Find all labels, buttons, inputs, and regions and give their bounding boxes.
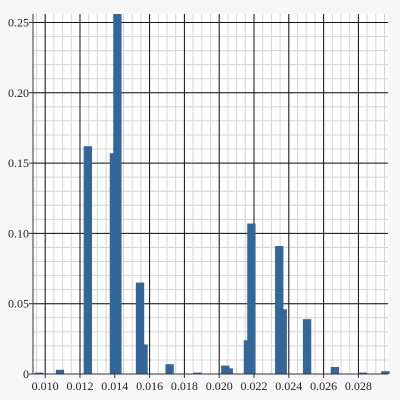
x-tick-label: 0.014	[101, 379, 128, 393]
x-tick-label: 0.010	[32, 379, 59, 393]
x-tick-label: 0.020	[206, 379, 233, 393]
histogram-bar	[278, 309, 287, 374]
x-tick-labels: 0.010 0.012 0.014 0.016 0.018 0.020 0.022 0.024…	[32, 379, 372, 393]
histogram-bar	[135, 282, 145, 374]
x-tick-label: 0.022	[241, 379, 268, 393]
histogram-bar	[330, 366, 340, 374]
histogram-bar	[247, 223, 256, 374]
histogram-bar	[83, 146, 92, 374]
histogram-bar	[302, 319, 312, 374]
y-tick-label: 0.10	[8, 226, 29, 240]
bars-group	[34, 14, 390, 374]
axes-group	[29, 14, 388, 378]
histogram-bar	[139, 344, 148, 374]
histogram-bar	[193, 372, 202, 374]
histogram-bar	[55, 369, 65, 374]
x-tick-label: 0.028	[345, 379, 372, 393]
x-tick-label: 0.016	[136, 379, 163, 393]
histogram-bar	[224, 368, 233, 374]
y-tick-label: 0.25	[8, 15, 29, 29]
y-tick-label: 0.15	[8, 156, 29, 170]
histogram-bar	[113, 14, 122, 374]
x-tick-label: 0.026	[310, 379, 337, 393]
y-tick-label: 0.20	[8, 86, 29, 100]
y-tick-label: 0.05	[8, 297, 29, 311]
histogram-bar	[165, 364, 174, 374]
histogram-bar	[358, 372, 367, 374]
x-tick-label: 0.012	[66, 379, 93, 393]
y-tick-label: 0	[23, 367, 29, 381]
histogram-bar	[34, 372, 44, 374]
x-tick-label: 0.018	[171, 379, 198, 393]
histogram-bar	[381, 371, 390, 374]
y-tick-labels: 0 0.05 0.10 0.15 0.20 0.25	[8, 15, 29, 381]
x-tick-label: 0.024	[275, 379, 302, 393]
